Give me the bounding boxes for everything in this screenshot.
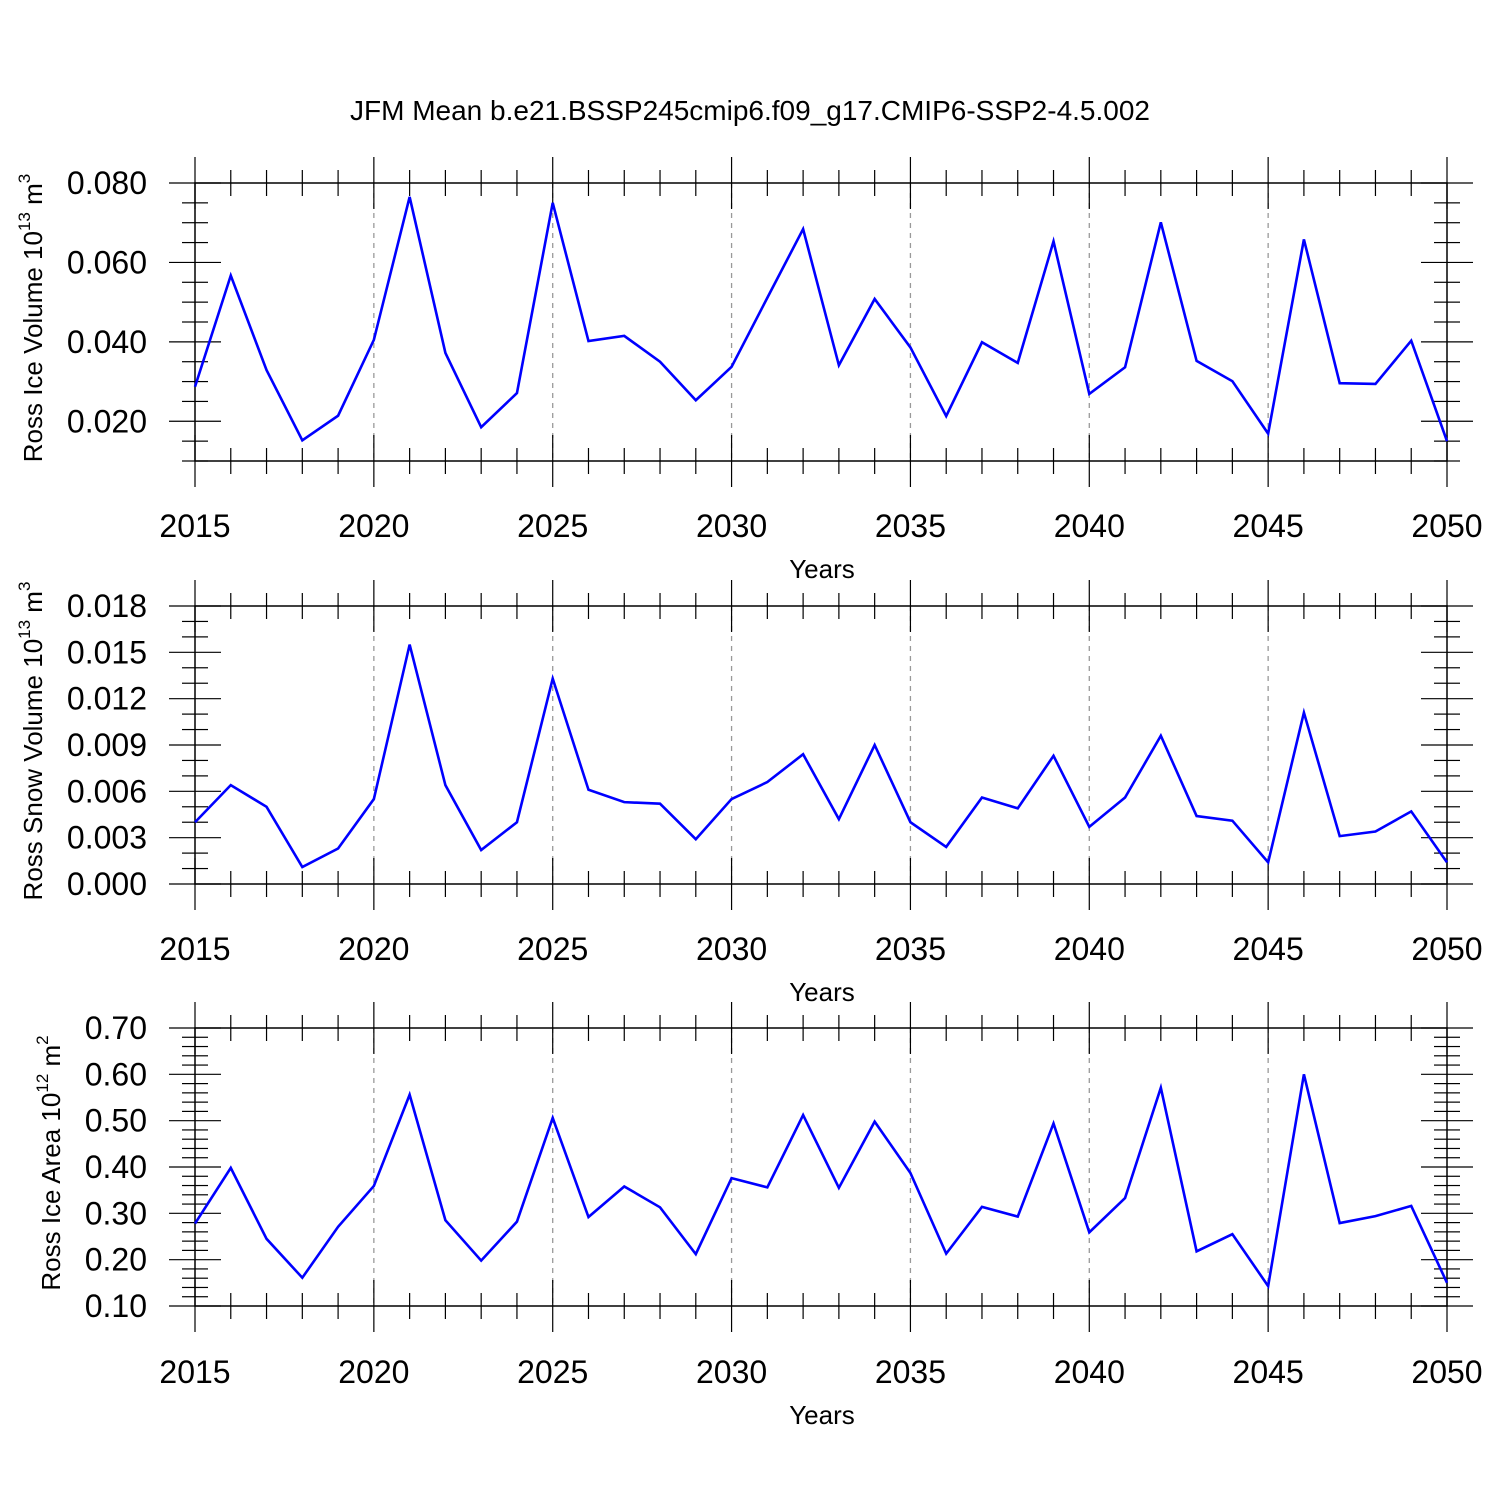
y-tick-label: 0.006 (67, 773, 147, 809)
x-axis-label: Years (789, 1400, 855, 1430)
x-tick-label: 2050 (1411, 508, 1482, 544)
x-tick-label: 2030 (696, 508, 767, 544)
x-tick-label: 2040 (1054, 1354, 1125, 1390)
y-tick-label: 0.60 (85, 1056, 147, 1092)
x-tick-label: 2020 (338, 508, 409, 544)
chart-panel-3: 2015 2020 2025 2030 2035 2040 2045 2050 0.10 0.20… (33, 1002, 1483, 1430)
x-tick-label: 2045 (1233, 1354, 1304, 1390)
y-tick-label: 0.018 (67, 588, 147, 624)
plot-frame (194, 1027, 1448, 1307)
x-tick-label: 2050 (1411, 931, 1482, 967)
x-axis-label: Years (789, 554, 855, 584)
chart-panel-2: 2015 2020 2025 2030 2035 2040 2045 2050 0.000 0.0… (15, 580, 1483, 1007)
y-tick-label: 0.000 (67, 866, 147, 902)
x-tick-label: 2045 (1233, 931, 1304, 967)
x-tick-label: 2015 (159, 1354, 230, 1390)
figure-title: JFM Mean b.e21.BSSP245cmip6.f09_g17.CMIP… (350, 95, 1150, 126)
x-tick-label: 2040 (1054, 508, 1125, 544)
chart-panel-1: 2015 2020 2025 2030 2035 2040 2045 2050 0.020 0.0… (15, 157, 1483, 584)
x-tick-label: 2035 (875, 931, 946, 967)
y-tick-label: 0.020 (67, 403, 147, 439)
y-tick-label: 0.009 (67, 727, 147, 763)
x-tick-label: 2030 (696, 1354, 767, 1390)
y-tick-label: 0.040 (67, 324, 147, 360)
y-axis-label: Ross Ice Volume 1013 m3 (15, 174, 48, 463)
x-tick-label: 2020 (338, 931, 409, 967)
y-axis-label: Ross Snow Volume 1013 m3 (15, 582, 48, 901)
y-tick-label: 0.015 (67, 634, 147, 670)
x-axis-label: Years (789, 977, 855, 1007)
y-tick-label: 0.080 (67, 165, 147, 201)
series-line-ross-ice-volume (193, 196, 1449, 443)
y-tick-label: 0.060 (67, 244, 147, 280)
y-tick-label: 0.10 (85, 1288, 147, 1324)
x-tick-label: 2045 (1233, 508, 1304, 544)
x-tick-label: 2025 (517, 931, 588, 967)
y-tick-label: 0.30 (85, 1195, 147, 1231)
y-tick-label: 0.003 (67, 820, 147, 856)
x-tick-label: 2050 (1411, 1354, 1482, 1390)
x-tick-label: 2035 (875, 508, 946, 544)
y-tick-label: 0.50 (85, 1103, 147, 1139)
plot-frame (194, 605, 1448, 885)
series-line-ross-snow-volume (194, 644, 1449, 869)
x-tick-label: 2020 (338, 1354, 409, 1390)
y-axis-label: Ross Ice Area 1012 m2 (33, 1035, 66, 1290)
x-tick-label: 2015 (159, 931, 230, 967)
y-tick-label: 0.40 (85, 1149, 147, 1185)
x-tick-label: 2040 (1054, 931, 1125, 967)
y-tick-label: 0.20 (85, 1242, 147, 1278)
y-tick-label: 0.012 (67, 681, 147, 717)
x-tick-label: 2025 (517, 508, 588, 544)
x-tick-label: 2035 (875, 1354, 946, 1390)
x-tick-label: 2015 (159, 508, 230, 544)
series-line-ross-ice-area (193, 1074, 1449, 1290)
x-tick-label: 2025 (517, 1354, 588, 1390)
x-tick-label: 2030 (696, 931, 767, 967)
y-tick-label: 0.70 (85, 1010, 147, 1046)
